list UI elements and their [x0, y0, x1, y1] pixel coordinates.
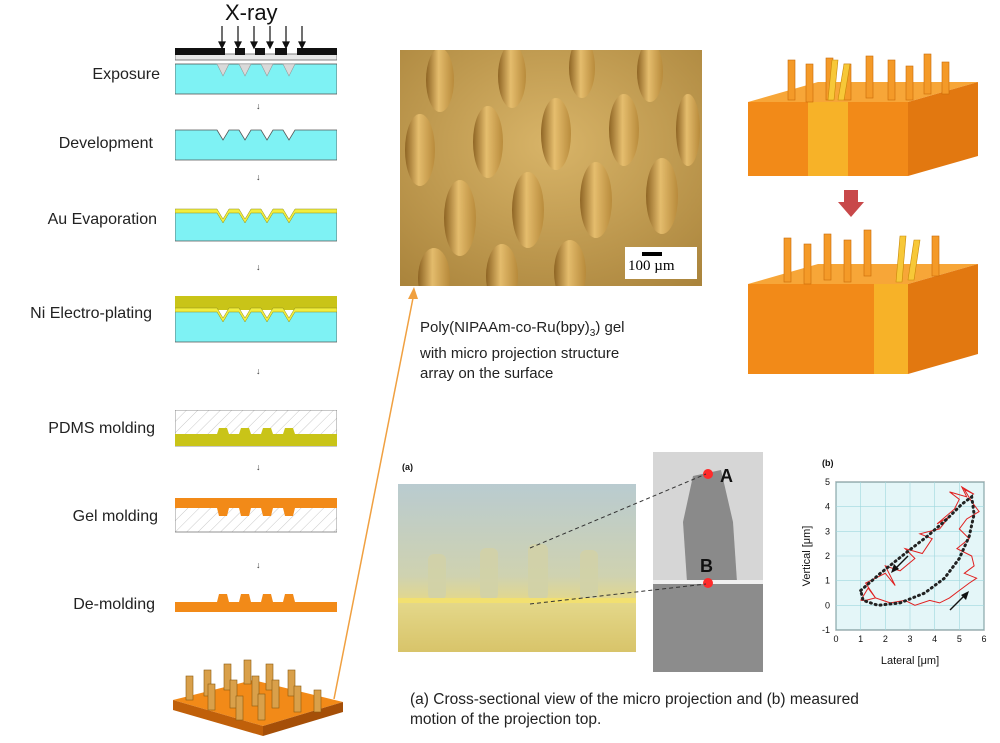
xray-label: X-ray — [225, 0, 278, 25]
x-tick-label: 6 — [981, 634, 986, 644]
step-pdms-molding-label: PDMS molding — [48, 420, 155, 437]
bottom-caption: (a) Cross-sectional view of the micro pr… — [410, 690, 995, 730]
y-tick-label: 5 — [825, 477, 830, 487]
photo-caption-line1: Poly(NIPAAm-co-Ru(bpy)3) gel — [420, 319, 625, 339]
direction-arrow-left — [891, 555, 909, 573]
photo-caption: Poly(NIPAAm-co-Ru(bpy)3) gel with micro … — [420, 318, 740, 384]
transition-arrow — [838, 190, 864, 217]
series-measured-line — [860, 485, 980, 606]
y-tick-label: -1 — [822, 625, 830, 635]
x-tick-label: 1 — [858, 634, 863, 644]
step-pdms-molding-diagram — [175, 410, 337, 447]
cross-section-photo — [398, 484, 636, 652]
x-axis-label: Lateral [μm] — [881, 655, 939, 667]
x-tick-label: 2 — [883, 634, 888, 644]
block-after — [748, 229, 978, 374]
x-tick-label: 3 — [907, 634, 912, 644]
xray-mask — [175, 48, 337, 61]
panel-b-label: (b) — [822, 458, 834, 468]
y-tick-label: 3 — [825, 526, 830, 536]
step-development-diagram — [175, 129, 337, 161]
scale-bar-label: 100 µm — [628, 258, 675, 274]
panel-a-label: (a) — [402, 462, 413, 472]
flow-arrow: ↓ — [256, 560, 261, 570]
y-axis-label: Vertical [μm] — [801, 526, 813, 587]
step-ni-electroplating-label: Ni Electro-plating — [30, 305, 152, 322]
flow-arrow: ↓ — [256, 462, 261, 472]
block-before — [748, 53, 978, 176]
step-ni-electroplating-diagram — [175, 296, 337, 343]
flow-arrow: ↓ — [256, 262, 261, 272]
flow-arrow: ↓ — [256, 101, 261, 111]
step-development-label: Development — [58, 135, 153, 152]
connector-arrow — [333, 287, 418, 700]
x-tick-label: 0 — [833, 634, 838, 644]
x-tick-label: 5 — [957, 634, 962, 644]
marker-point-b — [703, 578, 713, 588]
direction-arrow-right — [949, 591, 969, 611]
y-tick-label: 0 — [825, 600, 830, 610]
step-exposure-diagram — [175, 63, 337, 95]
dashed-connectors — [529, 473, 707, 605]
step-gel-molding-diagram — [175, 498, 337, 533]
step-au-evaporation-label: Au Evaporation — [47, 211, 157, 228]
series-fitted-loop-line — [859, 494, 976, 607]
flow-arrow: ↓ — [256, 366, 261, 376]
bottom-caption-line1: (a) Cross-sectional view of the micro pr… — [410, 691, 859, 708]
marker-point-a — [703, 469, 713, 479]
step-de-molding-diagram — [175, 594, 337, 612]
point-a-label: A — [720, 466, 733, 486]
step-exposure-label: Exposure — [92, 66, 160, 83]
x-tick-label: 4 — [932, 634, 937, 644]
y-tick-label: 4 — [825, 502, 830, 512]
y-tick-label: 2 — [825, 551, 830, 561]
flow-arrow: ↓ — [256, 172, 261, 182]
gel-pillar-array-3d — [173, 659, 343, 736]
xray-arrows — [218, 26, 306, 50]
photo-caption-line2: with micro projection structure — [420, 345, 620, 362]
step-gel-molding-label: Gel molding — [72, 508, 158, 525]
sem-closeup — [653, 452, 763, 672]
point-b-label: B — [700, 556, 713, 576]
micro-projection-photo — [400, 50, 702, 286]
step-de-molding-label: De-molding — [73, 596, 155, 613]
bottom-caption-line2: motion of the projection top. — [410, 711, 602, 728]
step-au-evaporation-diagram — [175, 208, 337, 242]
photo-caption-line3: array on the surface — [420, 365, 554, 382]
y-tick-label: 1 — [825, 576, 830, 586]
